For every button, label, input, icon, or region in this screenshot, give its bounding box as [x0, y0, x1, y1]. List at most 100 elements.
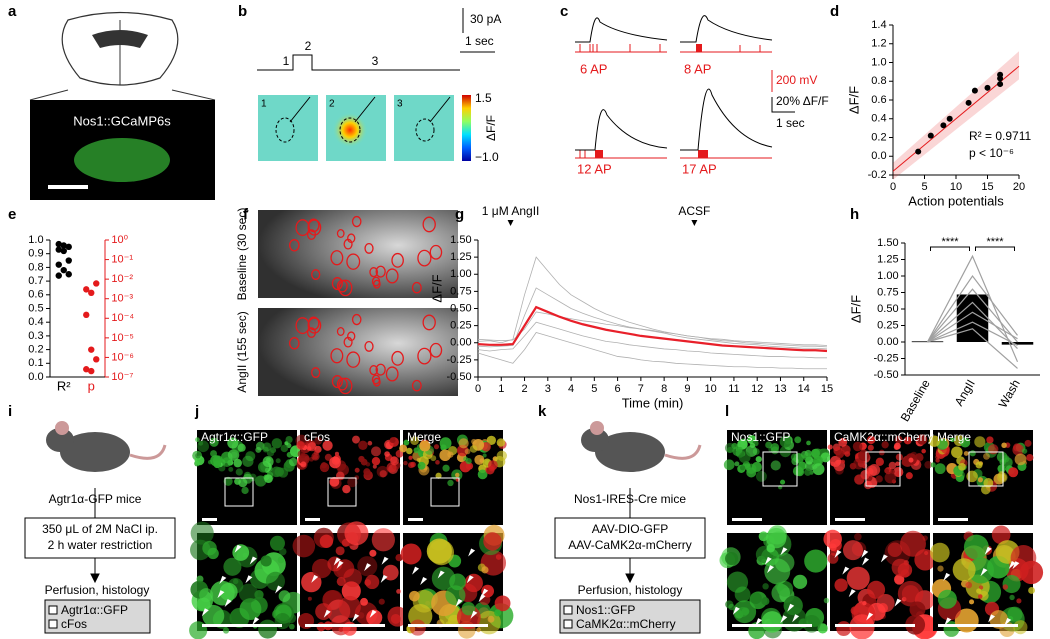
scale-bar	[938, 518, 968, 521]
cell	[844, 451, 851, 457]
roi	[331, 277, 343, 291]
sig-label: ****	[986, 236, 1004, 248]
cell	[389, 437, 396, 444]
cell	[311, 558, 332, 579]
cell	[262, 456, 274, 468]
cell	[197, 440, 210, 453]
y-axis-title: ΔF/F	[848, 295, 863, 323]
cell	[366, 609, 383, 626]
cell	[1026, 453, 1034, 462]
roi	[351, 313, 362, 326]
arrowhead	[249, 556, 257, 565]
cell	[937, 589, 957, 609]
scale-label: 20% ΔF/F	[776, 94, 829, 108]
x-tick-label: p	[88, 378, 95, 393]
y-tick-label: 0.9	[28, 248, 43, 260]
trace	[477, 332, 827, 370]
roi	[343, 336, 353, 348]
y-tick-label: 10⁰	[111, 234, 128, 246]
roi	[306, 229, 317, 240]
cell	[895, 453, 903, 461]
cell	[863, 480, 873, 490]
bar	[1001, 342, 1034, 345]
sig-bracket	[975, 246, 1015, 251]
cell	[458, 438, 469, 449]
cell	[846, 566, 870, 590]
cell	[384, 451, 390, 457]
dff-images	[258, 95, 471, 161]
cell	[367, 440, 373, 446]
arrowhead	[880, 554, 888, 563]
scale-bar	[305, 518, 320, 521]
cell	[408, 455, 413, 460]
y-tick-label: 0.4	[28, 316, 43, 328]
cell	[378, 598, 385, 605]
image-index: 1	[261, 99, 267, 110]
scale-label: 200 mV	[776, 73, 817, 87]
mouse-icons	[46, 421, 702, 472]
cell	[359, 456, 364, 461]
cell	[307, 596, 312, 601]
cell	[417, 461, 426, 470]
paired-line	[927, 321, 1018, 346]
phase-label: 1	[283, 54, 290, 68]
roi	[336, 326, 345, 337]
cell	[363, 468, 371, 476]
cell	[487, 460, 498, 471]
cell	[442, 464, 450, 472]
cell	[431, 566, 456, 591]
cell	[937, 565, 944, 572]
cell	[494, 609, 502, 617]
mouse-label: Agtr1α-GFP mice	[49, 492, 142, 506]
point	[997, 81, 1004, 88]
cell	[793, 574, 808, 589]
point	[60, 242, 67, 249]
cell	[884, 471, 897, 484]
cell	[881, 441, 889, 449]
panel-label: a	[8, 3, 17, 20]
cell	[409, 619, 426, 636]
cell	[274, 467, 285, 477]
paired-line	[926, 254, 1019, 363]
cell	[486, 435, 497, 446]
arrowhead	[381, 556, 389, 565]
cell	[997, 472, 1008, 483]
x-tick-label: 10	[705, 383, 717, 395]
arrowhead	[988, 614, 996, 623]
x-axis-title: Time (min)	[622, 395, 684, 410]
roi	[364, 340, 374, 352]
cell	[836, 621, 852, 637]
arrowhead	[224, 599, 232, 608]
panel-label: k	[538, 403, 547, 420]
arrowhead	[466, 575, 474, 584]
cell	[278, 590, 291, 602]
cell	[758, 531, 769, 542]
roi	[289, 337, 300, 350]
roi	[369, 267, 379, 278]
x-tick-label: 3	[545, 383, 551, 395]
point	[88, 346, 95, 353]
cell	[269, 535, 285, 551]
trace	[477, 311, 828, 346]
y-tick-label: 0.6	[28, 289, 43, 301]
point	[88, 289, 95, 297]
cell	[733, 600, 757, 624]
x-tick-label: 10	[950, 181, 962, 193]
roi-images	[258, 210, 458, 396]
x-tick-label: 8	[661, 383, 667, 395]
trace	[477, 305, 828, 353]
point	[60, 247, 67, 255]
roi-box	[224, 477, 254, 507]
roi	[307, 316, 320, 331]
arrowhead	[984, 546, 992, 555]
paired-line	[927, 288, 1018, 343]
cell	[765, 441, 773, 449]
y-tick-label: 1.50	[450, 234, 471, 246]
cell	[823, 597, 830, 604]
cell	[433, 444, 440, 450]
cell	[271, 438, 283, 449]
roi	[391, 252, 404, 268]
x-tick-label: 12	[751, 383, 763, 395]
cell	[951, 446, 963, 458]
arrowhead	[780, 615, 788, 624]
